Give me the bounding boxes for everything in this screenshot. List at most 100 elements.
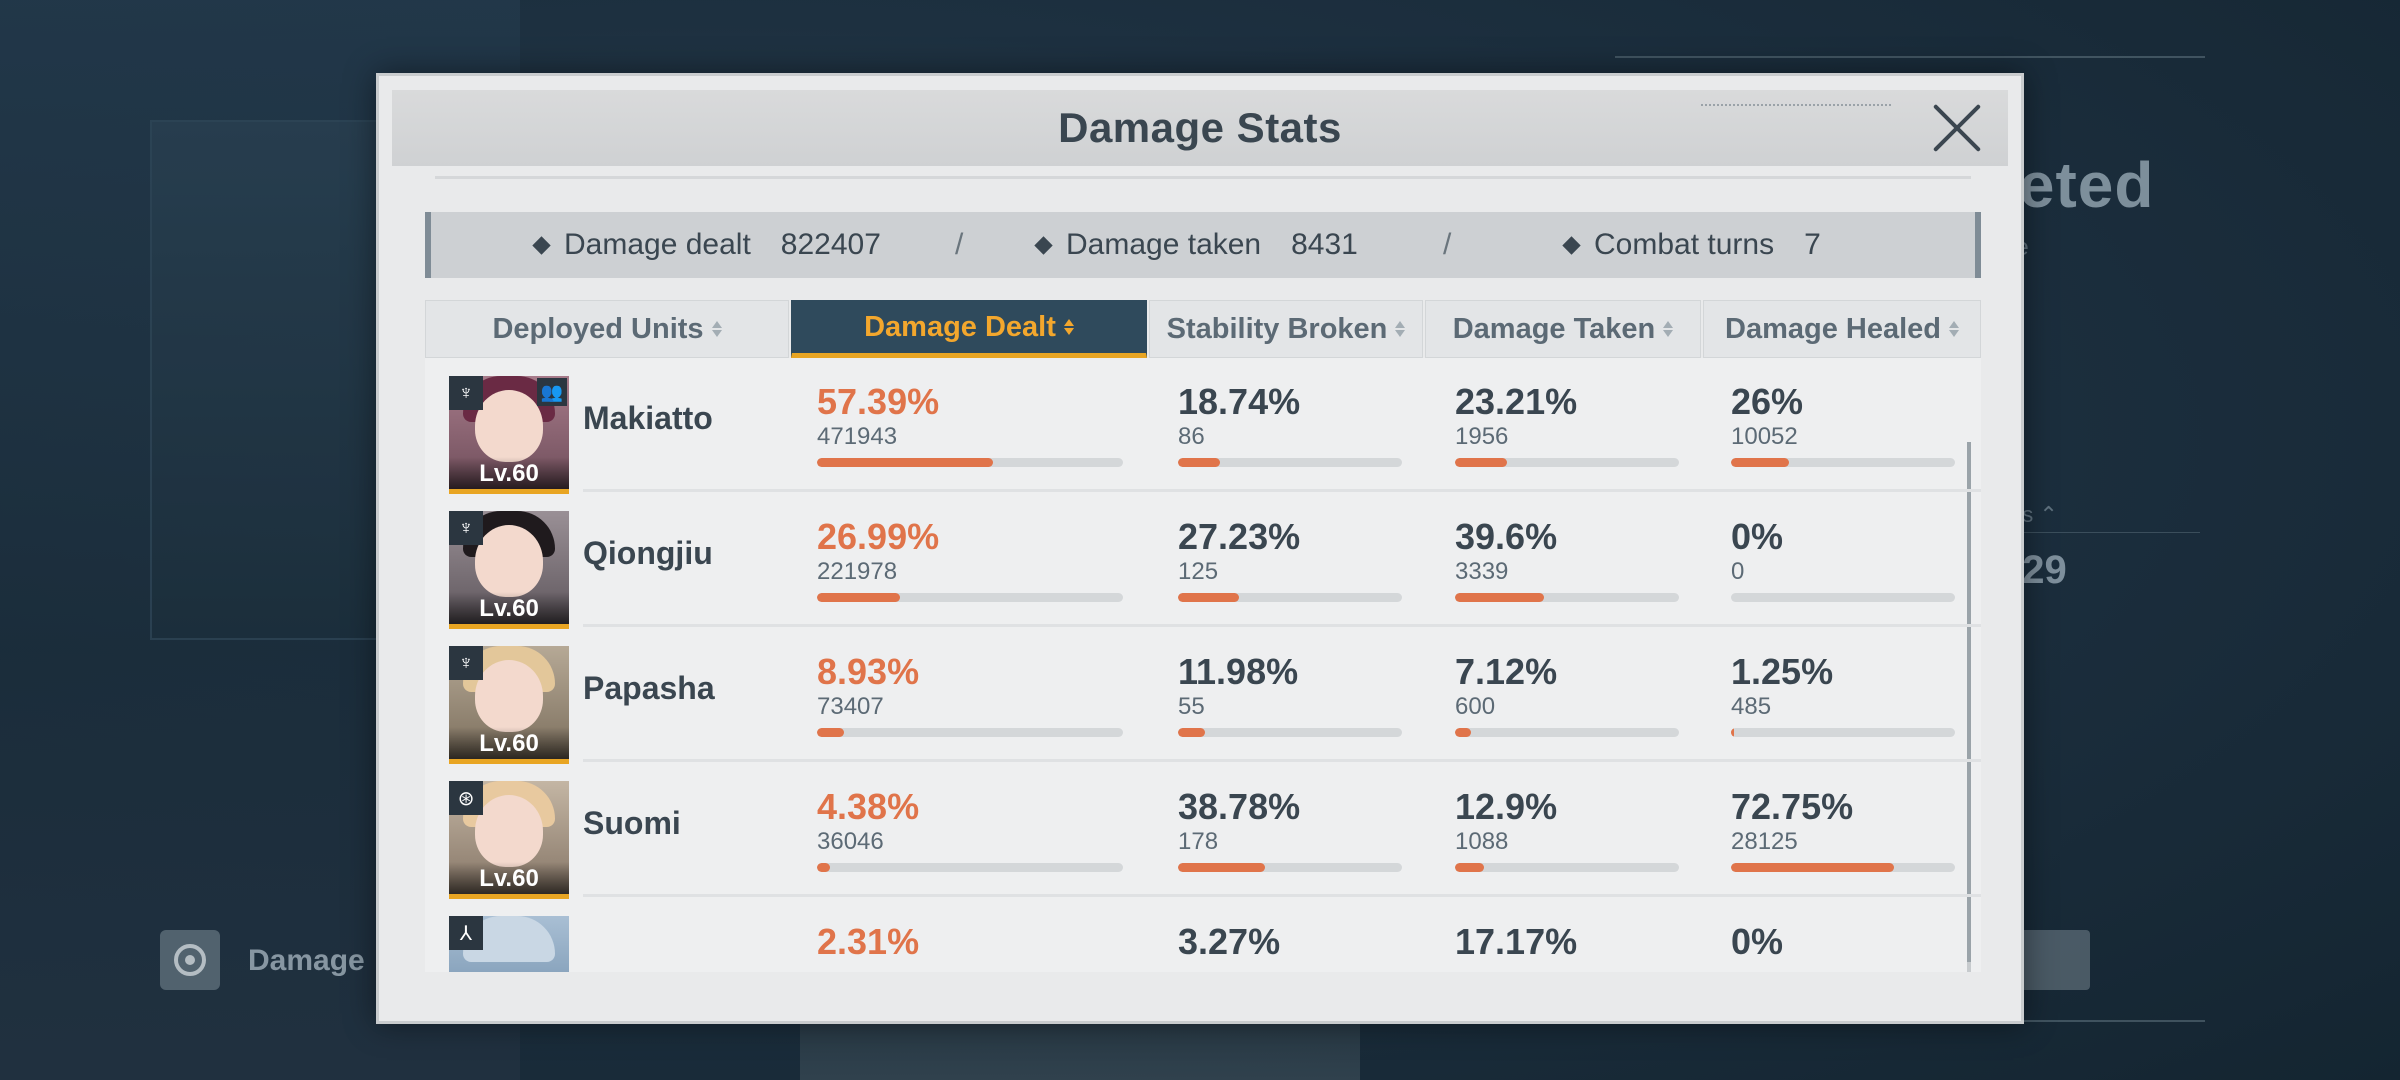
stat-bar <box>817 593 1123 602</box>
stat-percent: 11.98% <box>1178 651 1299 692</box>
stability-broken-stat: 27.23% 125 <box>1178 517 1402 602</box>
stat-value: 28125 <box>1731 828 1798 855</box>
sort-icon <box>1395 319 1406 339</box>
damage-taken-stat: 23.21% 1956 <box>1455 382 1679 467</box>
column-tabs: Deployed Units Damage Dealt Stability Br… <box>425 300 1981 358</box>
summary-separator: / <box>1443 228 1452 261</box>
stat-bar <box>1178 863 1402 872</box>
tab-label: Damage Healed <box>1725 312 1941 345</box>
stat-bar-fill <box>817 863 831 872</box>
unit-row[interactable]: ♆ Lv.60 Papasha 8.93% 73407 11.98% 55 7.… <box>425 628 1981 764</box>
diamond-icon <box>1562 235 1581 255</box>
row-divider <box>583 759 1981 762</box>
stat-bar-fill <box>1455 593 1544 602</box>
unit-portrait: ♆ Lv.60 <box>449 646 569 764</box>
unit-row[interactable]: ♆ Lv.60 Qiongjiu 26.99% 221978 27.23% 12… <box>425 493 1981 629</box>
diamond-icon <box>1034 235 1053 255</box>
summary-combat-turns: Combat turns 7 <box>1562 228 1821 262</box>
stat-bar-fill <box>817 458 993 467</box>
damage-stats-label: Damage <box>248 944 365 977</box>
stat-percent: 17.17% <box>1455 921 1578 962</box>
sort-icon <box>1663 319 1674 339</box>
stat-percent: 2.31% <box>817 921 920 962</box>
stat-bar-fill <box>1731 728 1734 737</box>
unit-class-icon: ⅄ <box>449 916 483 950</box>
background-lower <box>800 1020 1360 1080</box>
stat-percent: 1.25% <box>1731 651 1834 692</box>
scrollbar-thumb[interactable] <box>1967 442 1971 962</box>
tab-damage-healed[interactable]: Damage Healed <box>1703 300 1981 358</box>
stability-broken-stat: 11.98% 55 <box>1178 652 1402 737</box>
stat-bar-fill <box>1178 593 1239 602</box>
summary-label: Damage dealt <box>564 228 751 261</box>
stat-bar-fill <box>817 593 900 602</box>
stat-bar <box>1178 458 1402 467</box>
stability-broken-stat: 38.78% 178 <box>1178 787 1402 872</box>
summary-label: Combat turns <box>1594 228 1775 261</box>
stat-percent: 26% <box>1731 381 1804 422</box>
stat-value: 1088 <box>1455 828 1509 855</box>
stat-value: 86 <box>1178 423 1205 450</box>
sort-icon <box>711 319 722 339</box>
stat-value: 221978 <box>817 558 898 585</box>
summary-bar: Damage dealt 822407 / Damage taken 8431 … <box>425 212 1981 278</box>
summary-value: 822407 <box>780 228 881 261</box>
unit-class-icon: ♆ <box>449 646 483 680</box>
row-divider <box>583 489 1981 492</box>
stability-broken-stat: 3.27% <box>1178 922 1280 962</box>
row-divider <box>583 624 1981 627</box>
stat-percent: 27.23% <box>1178 516 1301 557</box>
tab-label: Deployed Units <box>492 312 704 345</box>
stat-value: 55 <box>1178 693 1205 720</box>
stat-bar-fill <box>817 728 845 737</box>
unit-level: Lv.60 <box>449 457 569 489</box>
tab-deployed-units[interactable]: Deployed Units <box>425 300 789 358</box>
background-divider <box>2000 532 2200 533</box>
tab-stability-broken[interactable]: Stability Broken <box>1149 300 1423 358</box>
dialog-title: Damage Stats <box>1058 104 1342 151</box>
unit-class-icon: ♆ <box>449 376 483 410</box>
tab-label: Stability Broken <box>1166 312 1388 345</box>
unit-row[interactable]: ♆ 👥 Lv.60 Makiatto 57.39% 471943 18.74% … <box>425 358 1981 494</box>
stat-bar <box>1731 458 1955 467</box>
background-divider <box>1615 56 2205 58</box>
summary-value: 7 <box>1804 228 1821 261</box>
unit-name: Makiatto <box>583 400 713 436</box>
stat-bar <box>1178 593 1402 602</box>
damage-healed-stat: 0% <box>1731 922 1783 962</box>
diamond-icon <box>532 235 551 255</box>
damage-stats-dialog: Damage Stats Damage dealt 822407 / Damag… <box>376 73 2024 1024</box>
unit-level: Lv.60 <box>449 727 569 759</box>
stat-value: 600 <box>1455 693 1496 720</box>
stat-value: 178 <box>1178 828 1219 855</box>
stat-percent: 39.6% <box>1455 516 1558 557</box>
unit-row[interactable]: ⅄ 2.31% 3.27% 17.17% 0% <box>425 898 1981 972</box>
tab-damage-dealt[interactable]: Damage Dealt <box>791 300 1147 358</box>
scrollbar[interactable] <box>1967 442 1971 972</box>
summary-separator: / <box>955 228 964 261</box>
stat-bar-fill <box>1178 458 1220 467</box>
close-button[interactable] <box>1929 100 1985 156</box>
unit-portrait: ⊛ Lv.60 <box>449 781 569 899</box>
unit-level: Lv.60 <box>449 862 569 894</box>
unit-row[interactable]: ⊛ Lv.60 Suomi 4.38% 36046 38.78% 178 12.… <box>425 763 1981 899</box>
stat-bar <box>1455 458 1679 467</box>
header-decoration <box>1701 104 1891 108</box>
damage-stats-button <box>160 930 220 990</box>
stat-bar <box>817 728 1123 737</box>
unit-list[interactable]: ♆ 👥 Lv.60 Makiatto 57.39% 471943 18.74% … <box>425 358 1981 972</box>
stability-broken-stat: 18.74% 86 <box>1178 382 1402 467</box>
damage-taken-stat: 7.12% 600 <box>1455 652 1679 737</box>
stat-bar <box>1731 593 1955 602</box>
damage-healed-stat: 0% 0 <box>1731 517 1955 602</box>
damage-taken-stat: 12.9% 1088 <box>1455 787 1679 872</box>
stat-value: 1956 <box>1455 423 1509 450</box>
stat-percent: 0% <box>1731 921 1784 962</box>
stat-percent: 72.75% <box>1731 786 1854 827</box>
stat-value: 485 <box>1731 693 1772 720</box>
tab-damage-taken[interactable]: Damage Taken <box>1425 300 1701 358</box>
stat-bar-fill <box>1455 728 1471 737</box>
stat-bar <box>1731 863 1955 872</box>
stat-percent: 38.78% <box>1178 786 1301 827</box>
sort-icon <box>1949 319 1959 339</box>
